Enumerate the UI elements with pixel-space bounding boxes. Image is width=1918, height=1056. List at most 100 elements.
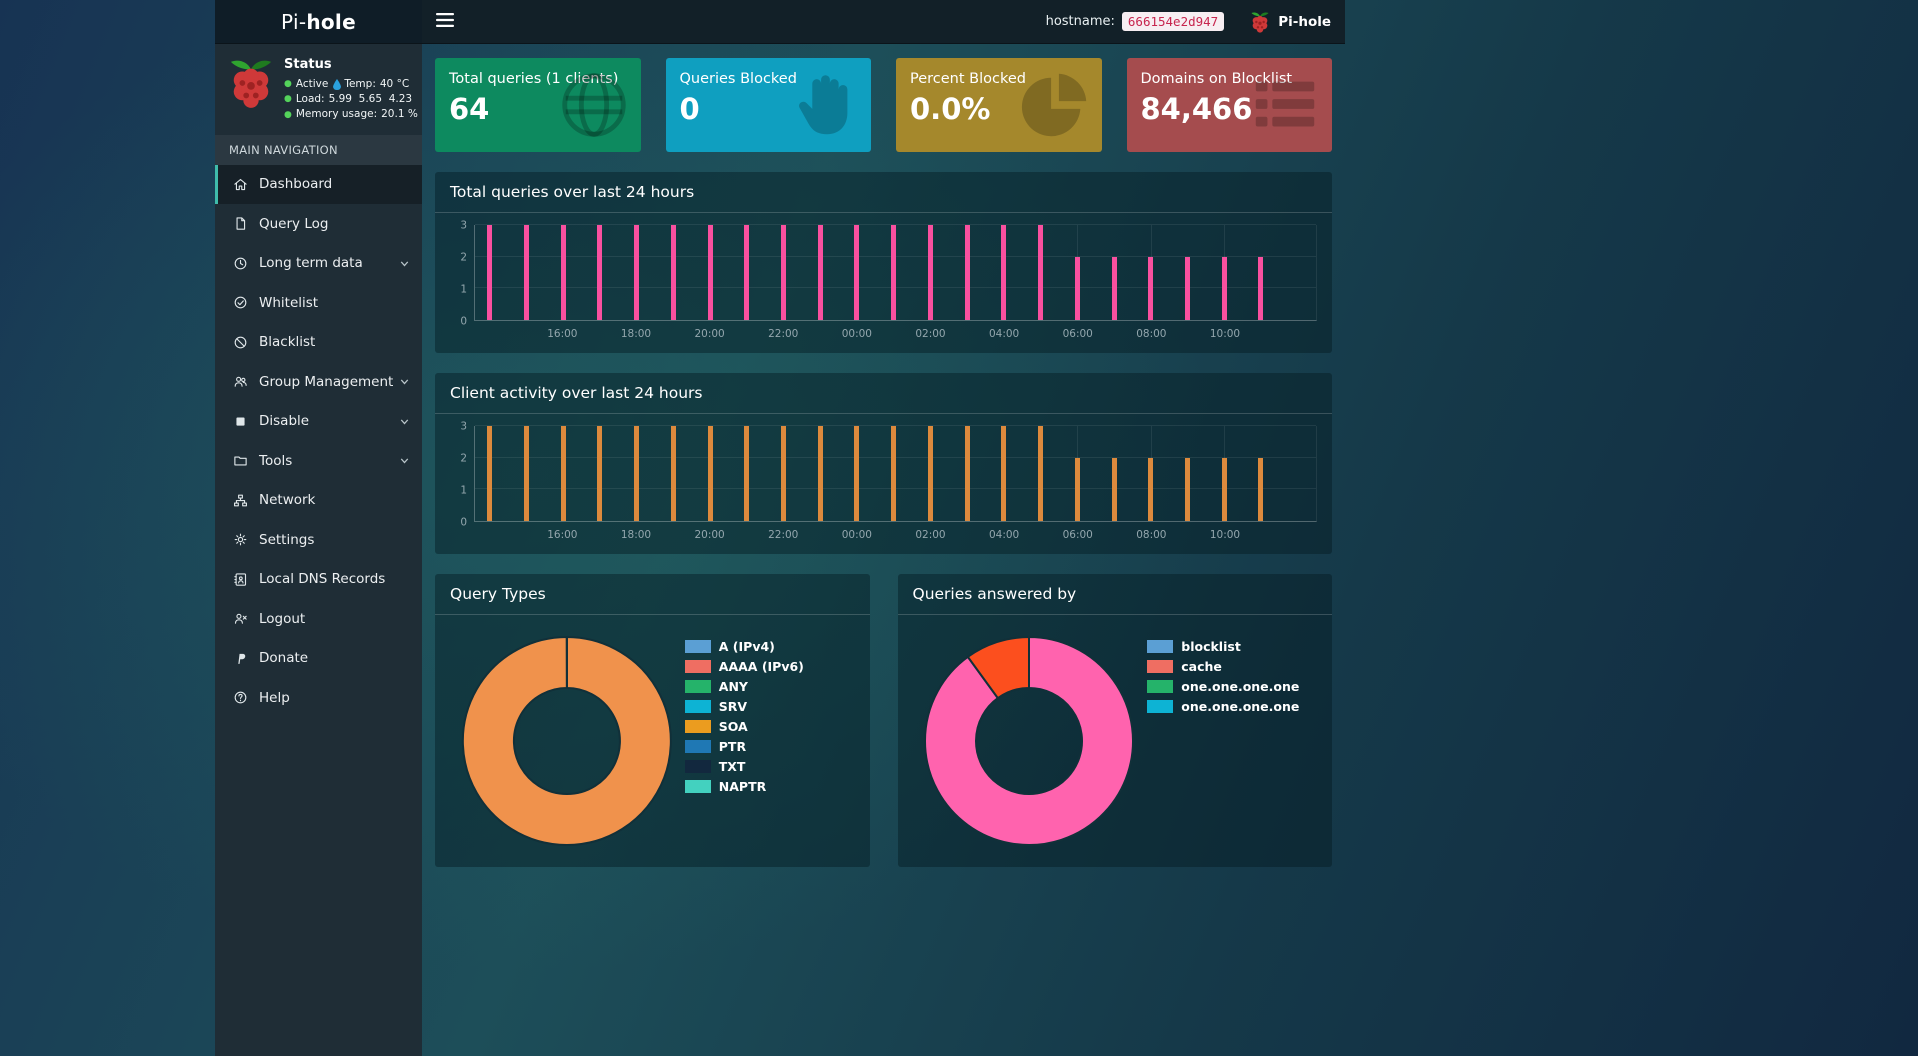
bar[interactable]: [964, 426, 970, 521]
total-queries-chart[interactable]: 0 1 2 3 16:00 18:00 20:00 22:00 00:00 02:00 04:00…: [447, 220, 1317, 345]
bar[interactable]: [891, 225, 897, 320]
x-axis-tick: 06:00: [1062, 529, 1093, 541]
bar[interactable]: [854, 426, 860, 521]
bar[interactable]: [634, 225, 640, 320]
query-types-donut-chart[interactable]: [456, 630, 678, 852]
bar[interactable]: [854, 225, 860, 320]
sidebar-item-local-dns-records[interactable]: Local DNS Records: [215, 560, 422, 600]
bar[interactable]: [487, 426, 493, 521]
legend-item[interactable]: ANY: [684, 679, 856, 694]
sidebar-item-network[interactable]: Network: [215, 481, 422, 521]
bar[interactable]: [1111, 256, 1117, 320]
bar[interactable]: [670, 225, 676, 320]
bar[interactable]: [744, 426, 750, 521]
bar[interactable]: [1148, 457, 1154, 521]
legend-swatch: [684, 660, 711, 673]
client-activity-chart[interactable]: 0 1 2 3 16:00 18:00 20:00 22:00 00:00 02:00 04:00…: [447, 421, 1317, 546]
x-axis-tick: 02:00: [915, 328, 946, 340]
bar[interactable]: [1074, 457, 1080, 521]
sidebar-item-settings[interactable]: Settings: [215, 520, 422, 560]
bar[interactable]: [1221, 256, 1227, 320]
queries-answered-donut-chart[interactable]: [918, 630, 1140, 852]
bar[interactable]: [1221, 457, 1227, 521]
bar[interactable]: [707, 225, 713, 320]
legend-item[interactable]: A (IPv4): [684, 639, 856, 654]
donut-slice[interactable]: [461, 635, 672, 846]
bar[interactable]: [927, 426, 933, 521]
bar[interactable]: [1001, 426, 1007, 521]
sidebar-item-label: Query Log: [259, 215, 329, 232]
bar[interactable]: [927, 225, 933, 320]
bar[interactable]: [1258, 457, 1264, 521]
sidebar-item-label: Long term data: [259, 255, 363, 272]
bar[interactable]: [1184, 457, 1190, 521]
x-axis-tick: 18:00: [620, 529, 652, 541]
temperature-droplet-icon: [333, 79, 342, 91]
sidebar-item-label: Whitelist: [259, 294, 319, 311]
bar[interactable]: [744, 225, 750, 320]
legend-item[interactable]: SOA: [684, 719, 856, 734]
bar[interactable]: [817, 426, 823, 521]
legend-item[interactable]: SRV: [684, 699, 856, 714]
sidebar-item-long-term-data[interactable]: Long term data: [215, 244, 422, 284]
legend-item[interactable]: one.one.one.one: [1147, 679, 1318, 694]
hamburger-icon: [436, 13, 454, 30]
bar[interactable]: [523, 225, 529, 320]
plot-area[interactable]: [474, 224, 1317, 321]
sidebar-item-whitelist[interactable]: Whitelist: [215, 283, 422, 323]
bar[interactable]: [560, 426, 566, 521]
bar[interactable]: [780, 225, 786, 320]
load-values: 5.99 5.65 4.23: [328, 93, 413, 106]
bar[interactable]: [780, 426, 786, 521]
legend-label: A (IPv4): [718, 639, 775, 654]
bar[interactable]: [891, 426, 897, 521]
legend-label: one.one.one.one: [1181, 679, 1300, 694]
legend-item[interactable]: AAAA (IPv6): [684, 659, 856, 674]
bar[interactable]: [1148, 256, 1154, 320]
bar[interactable]: [487, 225, 493, 320]
bar[interactable]: [707, 426, 713, 521]
legend-item[interactable]: TXT: [684, 759, 856, 774]
pihole-raspberry-logo: [228, 57, 274, 123]
donut-slice[interactable]: [924, 635, 1135, 846]
sidebar-item-query-log[interactable]: Query Log: [215, 204, 422, 244]
sidebar-item-disable[interactable]: Disable: [215, 402, 422, 442]
bar[interactable]: [1258, 256, 1264, 320]
donut-slice[interactable]: [966, 635, 1031, 700]
sidebar-item-logout[interactable]: Logout: [215, 599, 422, 639]
card-value: 0: [679, 92, 700, 126]
sidebar-item-help[interactable]: Help: [215, 678, 422, 718]
legend-item[interactable]: NAPTR: [684, 779, 856, 794]
legend-label: blocklist: [1181, 639, 1241, 654]
panel-title: Query Types: [435, 574, 870, 615]
legend-item[interactable]: blocklist: [1147, 639, 1318, 654]
legend-item[interactable]: one.one.one.one: [1147, 699, 1318, 714]
plot-area[interactable]: [474, 425, 1317, 522]
bar[interactable]: [523, 426, 529, 521]
sidebar-item-blacklist[interactable]: Blacklist: [215, 323, 422, 363]
legend-item[interactable]: PTR: [684, 739, 856, 754]
sidebar-brand[interactable]: Pi-hole: [215, 0, 422, 43]
bar[interactable]: [817, 225, 823, 320]
legend-item[interactable]: cache: [1147, 659, 1318, 674]
panel-title: Client activity over last 24 hours: [435, 373, 1332, 414]
bar[interactable]: [1038, 426, 1044, 521]
bar[interactable]: [1001, 225, 1007, 320]
sidebar-toggle-button[interactable]: [422, 0, 468, 43]
sidebar-item-group-management[interactable]: Group Management: [215, 362, 422, 402]
sidebar-item-donate[interactable]: Donate: [215, 639, 422, 679]
bar[interactable]: [1038, 225, 1044, 320]
bar[interactable]: [560, 225, 566, 320]
bar[interactable]: [670, 426, 676, 521]
bar[interactable]: [964, 225, 970, 320]
sidebar-item-tools[interactable]: Tools: [215, 441, 422, 481]
bar[interactable]: [1111, 457, 1117, 521]
bar[interactable]: [1184, 256, 1190, 320]
bar[interactable]: [1074, 256, 1080, 320]
bar[interactable]: [634, 426, 640, 521]
bar[interactable]: [597, 426, 603, 521]
bar[interactable]: [597, 225, 603, 320]
x-axis: 16:00 18:00 20:00 22:00 00:00 02:00 04:00 06:00…: [474, 522, 1317, 546]
hostname-label: hostname:: [1045, 14, 1115, 29]
sidebar-item-dashboard[interactable]: Dashboard: [215, 164, 422, 205]
